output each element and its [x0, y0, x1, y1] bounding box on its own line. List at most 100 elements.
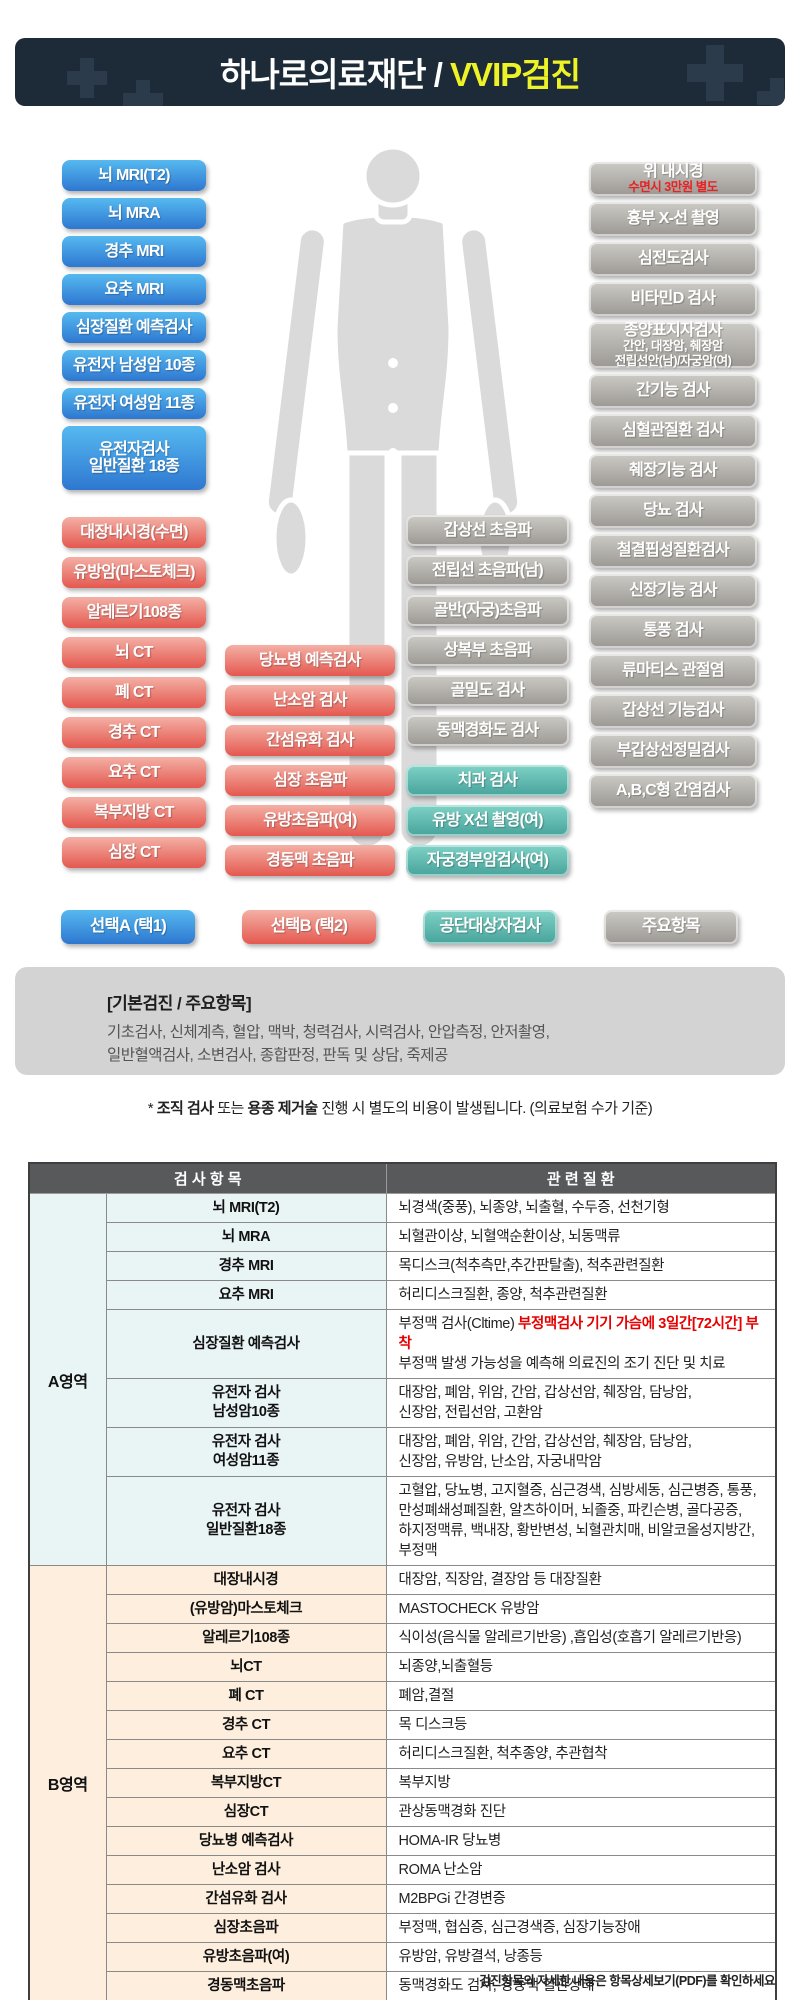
legend-row: 선택A (택1) 선택B (택2) 공단대상자검사 주요항목	[61, 910, 738, 944]
table-disease-cell: 부정맥 검사(Cltime) 부정맥검사 기기 가슴에 3일간[72시간] 부착…	[385, 1309, 777, 1379]
exam-button: 부갑상선정밀검사	[589, 734, 757, 769]
legend-item: 선택B (택2)	[242, 910, 376, 944]
table-row: (유방암)마스토체크 MASTOCHECK 유방암	[29, 1594, 777, 1624]
table-row: 유방초음파(여) 유방암, 유방결석, 낭종등	[29, 1942, 777, 1972]
table-group-cell: A영역	[28, 1193, 107, 1566]
table-disease-cell: 뇌종양,뇌출혈등	[385, 1652, 777, 1682]
exam-button: 통풍 검사	[589, 614, 757, 649]
table-disease-cell: 유방암, 유방결석, 낭종등	[385, 1942, 777, 1972]
table-header-row: 검 사 항 목 관 련 질 환	[28, 1162, 777, 1194]
exam-button-label: 복부지방 CT	[94, 803, 174, 821]
note-suffix: 진행 시 별도의 비용이 발생됩니다. (의료보험 수가 기준)	[317, 1100, 653, 1117]
table-row: 뇌 MRA 뇌혈관이상, 뇌혈액순환이상, 뇌동맥류	[29, 1222, 777, 1252]
exam-button: 골밀도 검사	[406, 675, 569, 706]
column-select-b-mid: 당뇨병 예측검사 난소암 검사 간섬유화 검사 심장 초음파 유방초음파(여)	[225, 645, 395, 876]
table-row: A영역 뇌 MRI(T2) 뇌경색(중풍), 뇌종양, 뇌출혈, 수두증, 선천기형	[28, 1193, 777, 1566]
basic-checkup-line2: 일반혈액검사, 소변검사, 종합판정, 판독 및 상담, 죽제공	[107, 1047, 448, 1064]
exam-button-label: 흉부 X-선 촬영	[626, 210, 720, 228]
table-row: B영역 대장내시경 대장암, 직장암, 결장암 등 대장질환	[28, 1565, 777, 2000]
exam-button-label: 당뇨병 예측검사	[259, 651, 362, 669]
note-prefix: *	[147, 1100, 157, 1117]
exam-button: 알레르기108종	[62, 597, 206, 628]
exam-button: 심장질환 예측검사	[62, 312, 206, 343]
legend-item: 공단대상자검사	[423, 910, 557, 944]
cost-note: * 조직 검사 또는 용종 제거술 진행 시 별도의 비용이 발생됩니다. (의…	[0, 1097, 800, 1118]
table-row: 난소암 검사 ROMA 난소암	[29, 1855, 777, 1885]
exam-button: 심장 초음파	[225, 765, 395, 796]
exam-button-label: 골밀도 검사	[450, 681, 526, 699]
exam-button: 경추 MRI	[62, 236, 206, 267]
cross-decoration-icons	[67, 45, 785, 106]
table-exam-name-cell: 유전자 검사 여성암11종	[105, 1427, 387, 1477]
exam-button: 뇌 CT	[62, 637, 206, 668]
table-exam-name-cell: 유방초음파(여)	[105, 1942, 387, 1972]
exam-button-label: 심장 초음파	[273, 771, 348, 789]
table-header-disease: 관 련 질 환	[385, 1162, 777, 1194]
exam-button: 신장기능 검사	[589, 574, 757, 609]
exam-button-label: 경동맥 초음파	[266, 851, 355, 869]
exam-button-label: 전립선 초음파(남)	[431, 561, 544, 579]
exam-button-label: 상복부 초음파	[443, 641, 533, 659]
table-disease-cell: 뇌혈관이상, 뇌혈액순환이상, 뇌동맥류	[385, 1222, 777, 1252]
table-row: 심장질환 예측검사 부정맥 검사(Cltime) 부정맥검사 기기 가슴에 3일간…	[29, 1309, 777, 1379]
table-row: 요추 MRI 허리디스크질환, 종양, 척추관련질환	[29, 1280, 777, 1310]
exam-button-label: 경추 CT	[108, 723, 160, 741]
exam-button-label: 갑상선 기능검사	[622, 702, 725, 720]
exam-button-label: 위 내시경	[643, 163, 704, 181]
table-disease-cell: 대장암, 직장암, 결장암 등 대장질환	[385, 1565, 777, 1595]
table-disease-cell: 허리디스크질환, 척추종양, 추관협착	[385, 1739, 777, 1769]
basic-checkup-box: [기본검진 / 주요항목] 기초검사, 신체계측, 혈압, 맥박, 청력검사, …	[15, 967, 785, 1075]
exam-button-label: 부갑상선정밀검사	[616, 742, 730, 760]
exam-button: 심장 CT	[62, 837, 206, 868]
cross-icon	[757, 78, 785, 106]
title-main: 하나로의료재단 /	[220, 56, 451, 93]
exam-button: 심혈관질환 검사	[589, 414, 757, 449]
exam-button-label: 심전도검사	[637, 250, 709, 268]
table-disease-cell: 허리디스크질환, 종양, 척추관련질환	[385, 1280, 777, 1310]
table-row: 유전자 검사 일반질환18종 고혈압, 당뇨병, 고지혈증, 심근경색, 심방세동…	[29, 1476, 777, 1566]
exam-button-label: 간섬유화 검사	[266, 731, 355, 749]
table-exam-name-cell: 경추 CT	[105, 1710, 387, 1740]
exam-button: 자궁경부암검사(여)	[406, 845, 569, 876]
table-row: 알레르기108종 식이성(음식물 알레르기반응) ,흡입성(호흡기 알레르기반응)	[29, 1623, 777, 1653]
exam-button: 뇌 MRI(T2)	[62, 160, 206, 191]
exam-button-label: 난소암 검사	[273, 691, 348, 709]
table-disease-cell: 복부지방	[385, 1768, 777, 1798]
exam-button: A,B,C형 간염검사	[589, 774, 757, 809]
exam-disease-table: 검 사 항 목 관 련 질 환 A영역 뇌 MRI(T2) 뇌경색(중풍), 뇌종양…	[28, 1162, 778, 2000]
table-row: 당뇨병 예측검사 HOMA-IR 당뇨병	[29, 1826, 777, 1856]
exam-button-label: 갑상선 초음파	[443, 521, 533, 539]
table-exam-name-cell: (유방암)마스토체크	[105, 1594, 387, 1624]
exam-button: 흉부 X-선 촬영	[589, 202, 757, 236]
table-disease-cell: 고혈압, 당뇨병, 고지혈증, 심근경색, 심방세동, 심근병증, 통풍, 만성…	[385, 1476, 777, 1566]
exam-button: 갑상선 초음파	[406, 515, 569, 546]
exam-button-label: 심혈관질환 검사	[622, 422, 725, 440]
exam-button-label: 심장질환 예측검사	[76, 318, 193, 336]
exam-button-label: 철결핍성질환검사	[616, 542, 730, 560]
table-exam-name-cell: 요추 CT	[105, 1739, 387, 1769]
table-disease-cell: 대장암, 폐암, 위암, 간암, 갑상선암, 췌장암, 담낭암, 신장암, 전립…	[385, 1378, 777, 1428]
exam-button: 유방초음파(여)	[225, 805, 395, 836]
exam-button: 유방 X선 촬영(여)	[406, 805, 569, 836]
exam-button: 요추 MRI	[62, 274, 206, 305]
table-row: 심장초음파 부정맥, 협심증, 심근경색증, 심장기능장애	[29, 1913, 777, 1943]
exam-button-label: 경추 MRI	[104, 242, 164, 260]
table-exam-name-cell: 요추 MRI	[105, 1280, 387, 1310]
table-disease-cell: ROMA 난소암	[385, 1855, 777, 1885]
exam-button: 류마티스 관절염	[589, 654, 757, 689]
exam-button: 간기능 검사	[589, 374, 757, 409]
exam-button: 유전자 남성암 10종	[62, 350, 206, 381]
exam-button-label: 골반(자궁)초음파	[433, 601, 542, 619]
legend-item-label: 주요항목	[642, 917, 701, 936]
exam-button: 상복부 초음파	[406, 635, 569, 666]
exam-button-label: 대장내시경(수면)	[80, 523, 188, 541]
table-row: 경추 CT 목 디스크등	[29, 1710, 777, 1740]
table-row: 간섬유화 검사 M2BPGi 간경변증	[29, 1884, 777, 1914]
exam-button-label: 알레르기108종	[86, 603, 182, 621]
table-exam-name-cell: 뇌 MRI(T2)	[105, 1193, 387, 1223]
column-select-b-left: 대장내시경(수면) 유방암(마스토체크) 알레르기108종 뇌 CT 폐 CT	[62, 517, 206, 868]
table-row: 경추 MRI 목디스크(척추측만,추간판탈출), 척추관련질환	[29, 1251, 777, 1281]
table-exam-name-cell: 간섬유화 검사	[105, 1884, 387, 1914]
exam-button: 요추 CT	[62, 757, 206, 788]
